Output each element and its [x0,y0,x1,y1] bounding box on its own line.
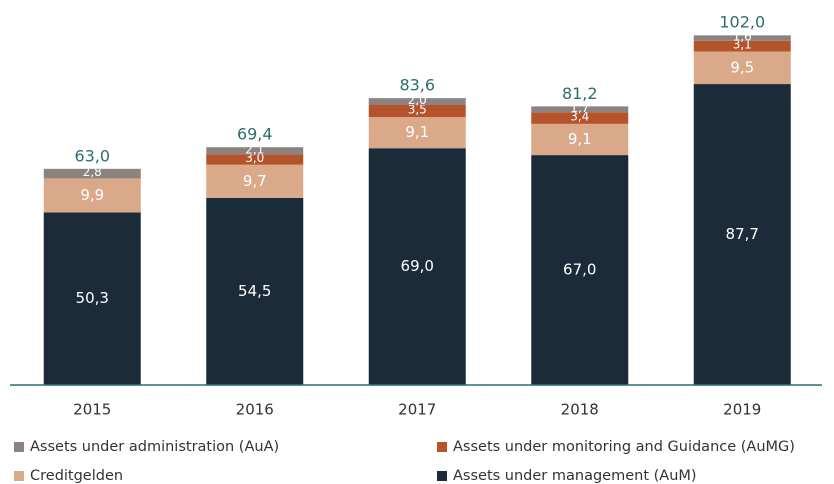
value-label: 1,7 [570,101,589,115]
value-label: 87,7 [726,225,759,243]
bar-segment [693,35,791,41]
value-label: 54,5 [238,282,271,300]
bar-segment [43,178,141,213]
value-label: 9,1 [405,123,429,141]
x-tick-label: 2018 [561,401,599,419]
bar-segment [693,51,791,85]
legend-swatch [437,442,447,452]
bar-segment [368,148,466,385]
value-label: 1,6 [733,30,752,44]
value-label: 9,5 [730,58,754,76]
bar-segment [206,147,304,155]
bar-segment [368,117,466,149]
bar-segment [693,40,791,52]
total-label: 81,2 [562,84,598,103]
x-tick-label: 2019 [723,401,761,419]
legend-swatch [14,442,24,452]
value-label: 9,1 [568,130,592,148]
legend-label: Assets under administration (AuA) [30,439,279,455]
legend-label: Assets under monitoring and Guidance (Au… [453,439,795,455]
value-label: 67,0 [563,261,596,279]
value-label: 2,1 [245,142,264,156]
value-label: 2,8 [83,165,102,179]
bar-segment [368,105,466,118]
bar-segment [531,112,629,124]
value-label: 3,1 [733,38,752,52]
bar-segment [531,155,629,385]
legend-swatch [14,471,24,481]
legend-swatch [437,471,447,481]
bar-segment [43,212,141,385]
x-tick-label: 2017 [398,401,436,419]
value-label: 69,0 [401,257,434,275]
bar-segment [43,168,141,179]
value-label: 9,7 [243,172,267,190]
value-label: 9,9 [80,186,104,204]
bar-segment [693,84,791,385]
bar-segment [206,154,304,165]
bar-segment [531,106,629,113]
value-label: 2,0 [408,93,427,107]
value-label: 3,4 [570,110,589,124]
bar-segment [368,98,466,105]
x-tick-label: 2015 [73,401,111,419]
bar-segment [206,164,304,198]
total-label: 102,0 [719,13,765,32]
bar-segment [531,123,629,156]
legend-label: Assets under management (AuM) [453,468,697,484]
bar-segment [206,197,304,385]
value-label: 3,5 [408,103,427,117]
total-label: 83,6 [399,76,435,95]
legend-label: Creditgelden [30,468,123,484]
value-label: 3,0 [245,151,264,165]
x-tick-label: 2016 [236,401,274,419]
total-label: 69,4 [237,124,273,143]
value-label: 50,3 [76,289,109,307]
total-label: 63,0 [74,146,110,165]
